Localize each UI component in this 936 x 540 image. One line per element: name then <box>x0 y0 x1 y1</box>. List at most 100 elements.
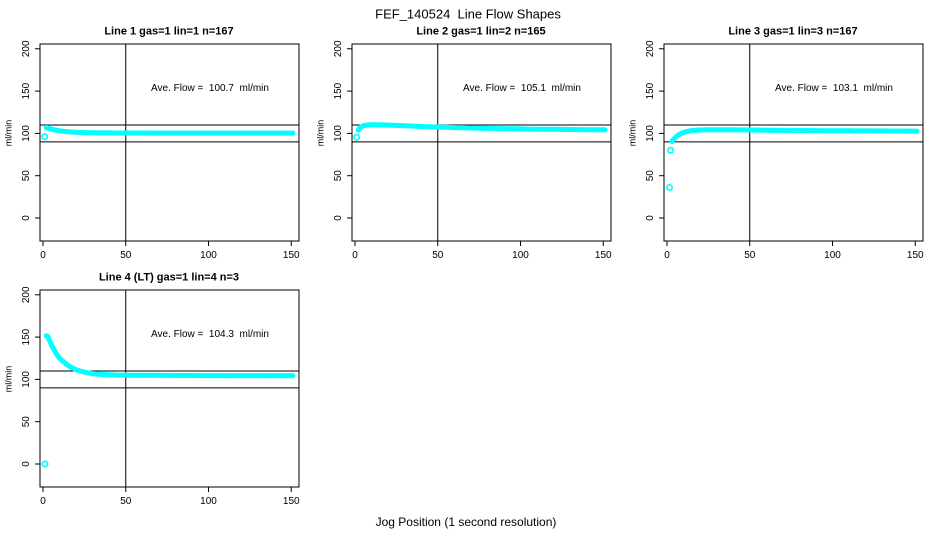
data-point <box>418 123 424 129</box>
x-tick-label: 150 <box>595 250 612 261</box>
data-point <box>280 373 286 379</box>
data-point <box>239 130 245 136</box>
data-point <box>904 128 910 134</box>
data-point <box>509 126 515 132</box>
data-point <box>763 127 769 133</box>
data-point <box>805 128 811 134</box>
data-point <box>272 130 278 136</box>
data-point <box>534 126 540 132</box>
data-point <box>542 126 548 132</box>
data-point <box>551 126 557 132</box>
data-point <box>526 126 532 132</box>
data-point <box>518 126 523 132</box>
y-tick-label: 50 <box>21 416 32 428</box>
data-point <box>45 334 51 340</box>
data-point <box>747 127 753 133</box>
plot-frame <box>39 43 300 242</box>
data-point <box>493 125 499 131</box>
data-point <box>410 123 416 129</box>
plot-frame <box>351 43 612 242</box>
data-point <box>172 130 178 136</box>
data-point <box>230 130 236 136</box>
y-tick-label: 100 <box>333 125 344 142</box>
data-point <box>139 130 145 136</box>
data-point <box>914 128 920 134</box>
data-point <box>90 130 96 136</box>
data-point <box>222 373 228 379</box>
data-point <box>854 128 860 134</box>
figure-title: FEF_140524 Line Flow Shapes <box>375 6 561 22</box>
y-tick-label: 200 <box>645 40 656 57</box>
data-point <box>290 130 296 136</box>
y-tick-label: 200 <box>333 40 344 57</box>
data-point <box>838 128 844 134</box>
data-point <box>214 130 220 136</box>
data-point <box>788 127 794 133</box>
y-axis-label-plot3: ml/min <box>627 119 638 147</box>
data-point <box>139 372 145 378</box>
y-tick-label: 150 <box>21 328 32 345</box>
subplot-title-line3: Line 3 gas=1 lin=3 n=167 <box>728 25 858 38</box>
x-tick-label: 150 <box>283 496 300 507</box>
ave-flow-annotation-line4: Ave. Flow = 104.3 ml/min <box>151 329 269 340</box>
data-point <box>255 130 261 136</box>
data-point <box>131 130 137 136</box>
x-tick-label: 50 <box>120 496 132 507</box>
data-point <box>114 130 120 136</box>
data-point <box>123 130 129 136</box>
data-point <box>156 372 162 378</box>
data-point <box>57 355 63 361</box>
data-point <box>451 125 457 131</box>
data-point <box>156 130 162 136</box>
data-point <box>501 126 507 132</box>
data-point <box>559 126 565 132</box>
data-point <box>181 373 187 379</box>
data-point <box>222 130 228 136</box>
y-tick-label: 100 <box>645 125 656 142</box>
data-point <box>172 373 178 379</box>
data-point <box>602 127 608 133</box>
data-point <box>148 372 154 378</box>
data-point <box>584 127 590 133</box>
x-tick-label: 50 <box>432 250 444 261</box>
data-point <box>81 130 87 136</box>
y-axis-label-plot4: ml/min <box>3 365 14 393</box>
x-tick-label: 0 <box>664 250 670 261</box>
data-point <box>435 124 441 130</box>
data-point <box>460 125 466 131</box>
data-point <box>230 373 236 379</box>
data-point <box>106 130 112 136</box>
data-point <box>197 373 203 379</box>
subplot-title-line1: Line 1 gas=1 lin=1 n=167 <box>104 25 234 38</box>
x-tick-label: 0 <box>40 250 46 261</box>
data-point <box>181 130 187 136</box>
data-point <box>60 358 66 364</box>
data-point <box>123 372 129 378</box>
data-point <box>285 373 291 379</box>
data-point <box>443 124 449 130</box>
data-point <box>214 373 220 379</box>
data-point <box>697 127 703 133</box>
data-point <box>871 128 877 134</box>
data-point <box>114 372 120 378</box>
data-point <box>263 130 269 136</box>
y-tick-label: 0 <box>333 215 344 221</box>
data-point <box>896 128 902 134</box>
x-tick-label: 150 <box>283 250 300 261</box>
plot-frame <box>39 289 300 488</box>
x-tick-label: 100 <box>200 250 217 261</box>
data-point <box>247 130 253 136</box>
data-point <box>426 124 432 130</box>
data-point <box>597 127 603 133</box>
data-point <box>206 130 211 136</box>
data-point <box>821 128 827 134</box>
y-tick-label: 200 <box>21 286 32 303</box>
x-tick-label: 50 <box>744 250 756 261</box>
data-point <box>780 127 786 133</box>
data-point <box>738 127 744 133</box>
x-tick-label: 0 <box>352 250 358 261</box>
ave-flow-annotation-line2: Ave. Flow = 105.1 ml/min <box>463 83 581 94</box>
data-point <box>189 373 195 379</box>
subplot-title-line2: Line 2 gas=1 lin=2 n=165 <box>416 25 546 38</box>
subplot-title-line4: Line 4 (LT) gas=1 lin=4 n=3 <box>98 271 240 284</box>
